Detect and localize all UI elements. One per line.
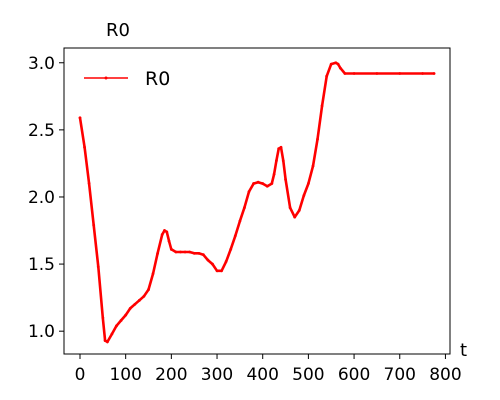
data-point (188, 250, 192, 254)
data-point (211, 262, 214, 266)
data-point (197, 251, 201, 255)
data-point (243, 206, 246, 210)
data-point (147, 288, 150, 291)
data-point (336, 62, 340, 66)
data-point (179, 250, 182, 254)
data-point (316, 137, 319, 141)
chart-title: R0 (106, 20, 130, 41)
x-axis-label: t (460, 340, 467, 361)
data-point (174, 250, 178, 254)
x-tick-label: 100 (109, 365, 141, 385)
data-point (101, 316, 105, 320)
plot-area (64, 48, 450, 354)
data-point (320, 104, 324, 108)
data-point (103, 339, 107, 342)
data-point (206, 258, 210, 262)
data-point (124, 313, 128, 317)
data-point (306, 182, 310, 185)
data-point (284, 178, 287, 181)
data-point (270, 182, 274, 185)
series-layer (78, 61, 436, 344)
data-point (151, 272, 155, 275)
x-tick-label: 700 (384, 365, 416, 385)
legend: R0 (84, 68, 170, 90)
data-point (281, 159, 285, 163)
data-point (119, 319, 123, 322)
data-point (325, 74, 329, 78)
data-point (133, 302, 137, 306)
data-point (233, 234, 237, 238)
data-point (163, 229, 166, 232)
axis-ticks: 0 100 200 300 400 500 600 700 800 1.0 1.5 2.0 2.5 3.0 (28, 54, 462, 385)
data-point (165, 230, 169, 234)
data-point (238, 219, 242, 223)
x-tick-label: 600 (338, 365, 370, 385)
data-point (192, 251, 196, 255)
data-point (432, 72, 436, 75)
data-point (421, 72, 424, 75)
y-tick-label: 2.0 (28, 188, 55, 208)
data-point (252, 182, 255, 185)
data-point (105, 340, 109, 344)
data-point (398, 72, 402, 75)
data-point (167, 239, 171, 243)
x-tick-label: 500 (292, 365, 324, 385)
data-point (293, 215, 297, 219)
y-tick-label: 1.5 (28, 255, 55, 275)
y-tick-label: 2.5 (28, 121, 55, 141)
data-point (279, 145, 283, 149)
data-point (78, 116, 82, 120)
y-tick-label: 1.0 (28, 322, 55, 342)
plot-frame (63, 47, 451, 355)
legend-marker-icon (104, 76, 108, 80)
data-point (224, 259, 228, 263)
data-point (275, 159, 278, 163)
data-point (83, 145, 86, 149)
data-point (311, 164, 315, 168)
data-point (156, 251, 160, 255)
data-point (110, 332, 114, 336)
data-point (229, 247, 233, 251)
data-point (265, 184, 269, 188)
x-tick-label: 300 (201, 365, 233, 385)
data-point (201, 253, 205, 257)
data-point (343, 72, 347, 75)
data-point (329, 62, 333, 66)
data-point (297, 208, 301, 212)
data-point (96, 265, 100, 269)
data-point (215, 269, 219, 273)
data-point (160, 233, 164, 236)
x-tick-label: 400 (246, 365, 278, 385)
data-point (137, 298, 141, 302)
data-point (288, 206, 292, 210)
data-point (142, 294, 146, 298)
data-point (375, 72, 379, 75)
y-tick-label: 3.0 (28, 54, 55, 74)
data-point (277, 147, 281, 151)
data-point (183, 250, 187, 254)
data-point (256, 180, 260, 184)
legend-label: R0 (145, 68, 170, 90)
data-point (247, 190, 251, 194)
data-point (272, 172, 276, 176)
data-point (261, 182, 265, 185)
x-tick-label: 0 (75, 365, 86, 385)
data-point (338, 66, 342, 70)
data-point (220, 269, 223, 273)
data-point (128, 306, 132, 310)
data-point (115, 324, 118, 328)
data-point (87, 182, 91, 185)
x-tick-label: 800 (429, 365, 461, 385)
data-point (169, 247, 173, 251)
x-tick-label: 200 (155, 365, 187, 385)
data-point (92, 223, 96, 227)
data-point (334, 61, 338, 65)
data-point (352, 72, 356, 75)
data-point (302, 194, 306, 198)
